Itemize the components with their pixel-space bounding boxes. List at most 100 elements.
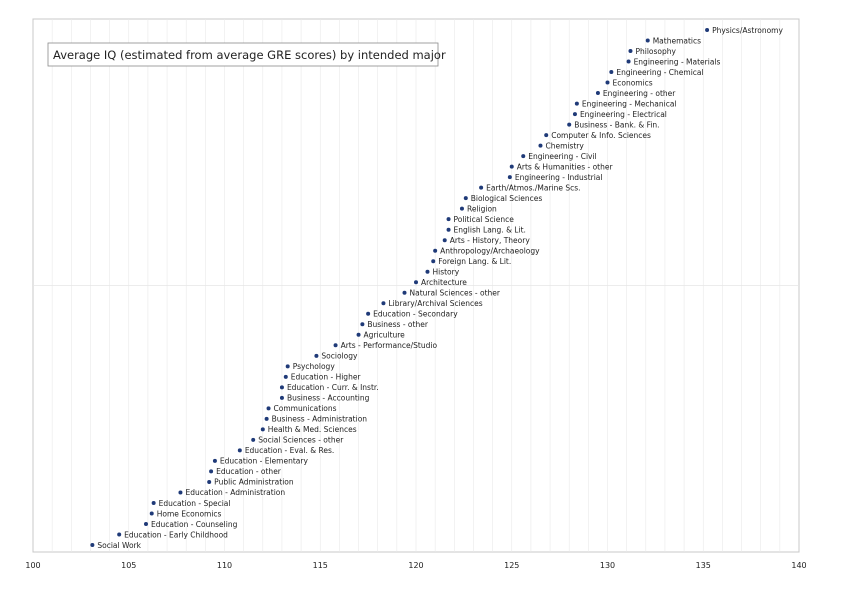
data-point — [237, 448, 242, 453]
x-tick-label: 140 — [791, 561, 806, 570]
data-point — [285, 364, 290, 369]
chart-title-box: Average IQ (estimated from average GRE s… — [47, 42, 446, 67]
data-point-label: Education - Counseling — [151, 520, 238, 529]
data-point-label: Arts - History, Theory — [450, 236, 531, 245]
data-point — [333, 343, 338, 348]
x-tick-label: 120 — [408, 561, 423, 570]
data-point — [544, 133, 549, 138]
data-point-label: Home Economics — [157, 509, 222, 518]
data-point-label: Political Science — [454, 215, 515, 224]
data-point — [605, 80, 610, 85]
data-point-label: Education - Special — [159, 499, 231, 508]
x-tick-label: 105 — [121, 561, 136, 570]
data-point — [266, 406, 271, 411]
x-tick-label: 110 — [217, 561, 232, 570]
data-point — [283, 374, 288, 379]
x-tick-label: 115 — [313, 561, 328, 570]
data-point-label: Business - other — [367, 320, 428, 329]
data-point-label: Engineering - Mechanical — [582, 99, 677, 108]
chart-title: Average IQ (estimated from average GRE s… — [53, 48, 446, 62]
data-point-label: Education - Administration — [185, 488, 285, 497]
data-point-label: History — [432, 268, 459, 277]
data-point — [264, 416, 269, 421]
data-point — [572, 112, 577, 117]
data-point — [381, 301, 386, 306]
data-point-label: Business - Accounting — [287, 394, 370, 403]
data-point — [446, 227, 451, 232]
data-point-label: Arts & Humanities - other — [517, 162, 614, 171]
data-point-label: Education - Eval. & Res. — [245, 446, 334, 455]
data-point — [595, 91, 600, 96]
data-point-label: Engineering - Civil — [528, 152, 596, 161]
data-point-label: Earth/Atmos./Marine Scs. — [486, 183, 580, 192]
data-point — [628, 49, 633, 54]
x-axis-ticks: 100 105 110 115 120 125 130 135 140 — [25, 561, 806, 570]
data-point-label: Communications — [274, 404, 337, 413]
data-point — [425, 269, 430, 274]
x-tick-label: 125 — [504, 561, 519, 570]
data-point-label: Library/Archival Sciences — [388, 299, 482, 308]
data-point — [442, 238, 447, 243]
data-point — [143, 521, 148, 526]
data-point — [279, 395, 284, 400]
data-point — [459, 206, 464, 211]
data-point-label: Psychology — [293, 362, 336, 371]
data-point-label: Engineering - Chemical — [616, 68, 703, 77]
data-point-label: Religion — [467, 204, 497, 213]
data-point — [90, 543, 95, 547]
data-point-label: Engineering - Materials — [634, 57, 721, 66]
data-point — [151, 500, 156, 505]
data-point-label: Education - Secondary — [373, 310, 458, 319]
grid — [33, 19, 799, 552]
data-point — [279, 385, 284, 390]
x-tick-label: 130 — [600, 561, 615, 570]
data-point-label: Public Administration — [214, 478, 294, 487]
data-point-label: Anthropology/Archaeology — [440, 247, 540, 256]
data-point-label: Business - Bank. & Fin. — [574, 120, 659, 129]
data-point-label: English Lang. & Lit. — [454, 225, 526, 234]
data-point-label: Philosophy — [635, 47, 676, 56]
data-point — [433, 248, 438, 253]
x-tick-label: 135 — [696, 561, 711, 570]
data-point-label: Health & Med. Sciences — [268, 425, 357, 434]
data-point — [149, 511, 154, 516]
data-point — [705, 28, 710, 32]
data-point — [178, 490, 183, 495]
data-point-label: Economics — [613, 78, 653, 87]
data-point-label: Engineering - other — [603, 89, 676, 98]
data-point-label: Arts - Performance/Studio — [341, 341, 438, 350]
data-point-label: Sociology — [321, 352, 358, 361]
data-point — [446, 217, 451, 222]
data-point — [479, 185, 484, 190]
data-point — [360, 322, 365, 327]
data-point-label: Computer & Info. Sciences — [551, 131, 651, 140]
data-point — [507, 175, 512, 180]
data-point-label: Education - other — [216, 467, 282, 476]
data-point — [209, 469, 214, 474]
data-point — [538, 143, 543, 148]
data-point — [414, 280, 418, 285]
data-point — [314, 353, 319, 358]
data-point — [251, 437, 256, 442]
data-point-label: Education - Elementary — [220, 457, 309, 466]
data-point — [431, 259, 436, 264]
data-point — [207, 479, 212, 484]
data-point — [567, 122, 572, 127]
data-point — [117, 532, 122, 537]
data-point — [212, 458, 217, 463]
data-point-label: Education - Curr. & Instr. — [287, 383, 379, 392]
data-point — [509, 164, 514, 169]
data-point-label: Mathematics — [653, 36, 701, 45]
data-point-label: Biological Sciences — [471, 194, 543, 203]
data-point — [645, 38, 650, 43]
data-point-label: Engineering - Industrial — [515, 173, 603, 182]
data-point-label: Education - Higher — [291, 373, 362, 382]
data-point — [366, 311, 371, 316]
data-point — [609, 70, 614, 75]
data-point-label: Business - Administration — [272, 415, 368, 424]
data-point — [260, 427, 265, 432]
data-point-label: Social Work — [97, 541, 141, 550]
data-point-label: Agriculture — [364, 331, 406, 340]
